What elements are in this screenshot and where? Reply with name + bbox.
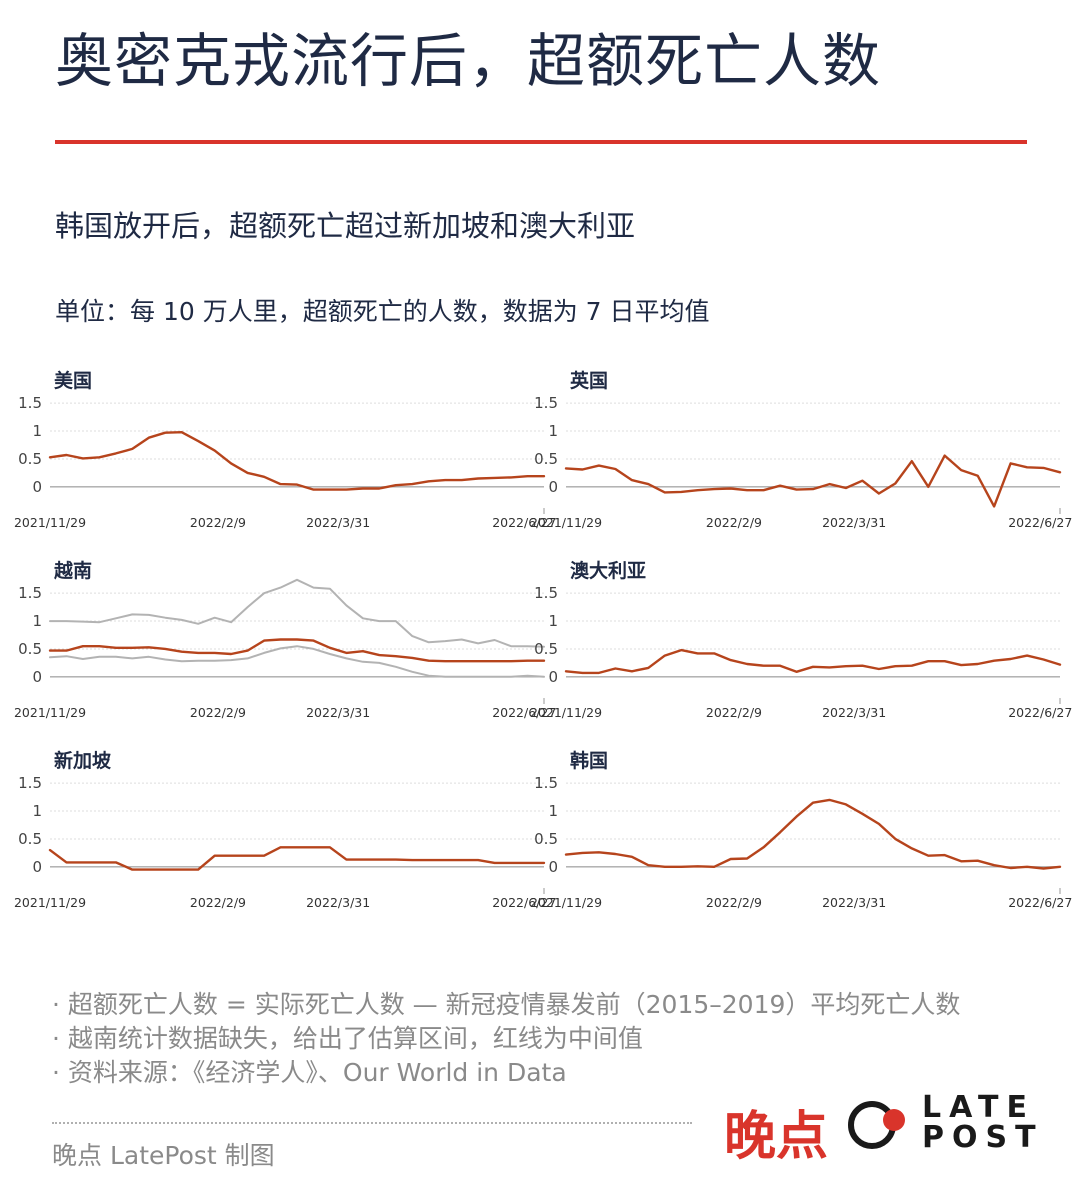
x-tick-label: 2021/11/29 (530, 895, 602, 910)
y-tick-label: 1.5 (18, 394, 42, 412)
latepost-logo-mark (848, 1101, 905, 1149)
x-tick-label: 2022/3/31 (822, 515, 886, 530)
chart-us: 1.5 1 0.5 0 2021/11/29 2022/2/9 2022/3/31 2022/… (14, 394, 556, 530)
y-tick-label: 1 (548, 422, 558, 440)
logo-line: LATE (922, 1090, 1035, 1125)
panel-title-singapore: 新加坡 (54, 750, 112, 772)
chart-vietnam: 1.5 1 0.5 0 2021/11/29 2022/2/9 2022/3/31 2022/… (14, 578, 556, 720)
y-tick-label: 0 (548, 668, 558, 686)
y-tick-label: 1.5 (18, 584, 42, 602)
x-tick-label: 2022/2/9 (706, 705, 762, 720)
panel-title-korea: 韩国 (570, 750, 609, 772)
panel-title-australia: 澳大利亚 (570, 560, 647, 582)
unit-label: 单位：每 10 万人里，超额死亡的人数，数据为 7 日平均值 (55, 297, 710, 326)
y-tick-label: 0 (32, 668, 42, 686)
x-tick-label: 2022/3/31 (306, 515, 370, 530)
x-tick-label: 2022/2/9 (190, 705, 246, 720)
y-tick-label: 0.5 (18, 640, 42, 658)
series-line (48, 846, 546, 871)
x-tick-label: 2022/3/31 (306, 705, 370, 720)
x-tick-label: 2022/6/27 (1008, 515, 1072, 530)
y-tick-label: 0 (548, 858, 558, 876)
y-tick-label: 1 (32, 422, 42, 440)
x-tick-label: 2022/6/27 (492, 515, 556, 530)
latepost-logo-cn: 晚点 (724, 1107, 829, 1167)
x-tick-label: 2022/2/9 (190, 895, 246, 910)
series-line (48, 431, 546, 491)
logo-line: POST (922, 1120, 1044, 1155)
y-tick-label: 1 (32, 612, 42, 630)
footnote: · 超额死亡人数 = 实际死亡人数 — 新冠疫情暴发前（2015–2019）平均… (52, 990, 961, 1019)
y-tick-label: 1.5 (534, 584, 558, 602)
y-tick-label: 1.5 (534, 394, 558, 412)
estimate-range-line (49, 645, 545, 678)
y-tick-label: 0.5 (534, 830, 558, 848)
chart-korea: 1.5 1 0.5 0 2021/11/29 2022/2/9 2022/3/31 2022/… (530, 774, 1072, 910)
series-line (564, 454, 1062, 508)
x-tick-label: 2022/2/9 (190, 515, 246, 530)
x-tick-label: 2021/11/29 (14, 895, 86, 910)
chart-uk: 1.5 1 0.5 0 2021/11/29 2022/2/9 2022/3/31 2022/… (530, 394, 1072, 530)
panel-title-us: 美国 (54, 370, 93, 392)
latepost-logo-en: LATE POST (922, 1093, 1044, 1153)
x-tick-label: 2022/6/27 (492, 895, 556, 910)
x-tick-label: 2021/11/29 (530, 515, 602, 530)
y-tick-label: 0 (548, 478, 558, 496)
page-subtitle: 韩国放开后，超额死亡超过新加坡和澳大利亚 (55, 209, 636, 243)
series-line (48, 638, 546, 663)
y-tick-label: 0 (32, 858, 42, 876)
x-tick-label: 2022/3/31 (822, 895, 886, 910)
footer-divider (52, 1122, 692, 1124)
y-tick-label: 1 (548, 802, 558, 820)
y-tick-label: 0.5 (18, 830, 42, 848)
chart-australia: 1.5 1 0.5 0 2021/11/29 2022/2/9 2022/3/31 2022/… (530, 584, 1072, 720)
estimate-range-line (49, 578, 545, 648)
y-tick-label: 0 (32, 478, 42, 496)
y-tick-label: 1.5 (18, 774, 42, 792)
x-tick-label: 2022/2/9 (706, 515, 762, 530)
x-tick-label: 2022/3/31 (306, 895, 370, 910)
x-tick-label: 2022/3/31 (822, 705, 886, 720)
y-tick-label: 1 (548, 612, 558, 630)
panel-title-uk: 英国 (570, 370, 609, 392)
footnotes: · 超额死亡人数 = 实际死亡人数 — 新冠疫情暴发前（2015–2019）平均… (52, 988, 960, 1090)
footnote: · 越南统计数据缺失，给出了估算区间，红线为中间值 (52, 1024, 643, 1053)
credit-line: 晚点 LatePost 制图 (52, 1141, 275, 1170)
x-tick-label: 2022/6/27 (492, 705, 556, 720)
x-tick-label: 2021/11/29 (530, 705, 602, 720)
x-tick-label: 2022/6/27 (1008, 895, 1072, 910)
footnote: · 资料来源：《经济学人》、Our World in Data (52, 1058, 567, 1087)
page-title: 奥密克戎流行后，超额死亡人数 (55, 27, 882, 95)
panel-title-vietnam: 越南 (54, 560, 93, 582)
y-tick-label: 0.5 (534, 450, 558, 468)
chart-singapore: 1.5 1 0.5 0 2021/11/29 2022/2/9 2022/3/31 2022/… (14, 774, 556, 910)
x-tick-label: 2021/11/29 (14, 705, 86, 720)
y-tick-label: 0.5 (18, 450, 42, 468)
y-tick-label: 1.5 (534, 774, 558, 792)
y-tick-label: 0.5 (534, 640, 558, 658)
series-line (564, 798, 1062, 870)
x-tick-label: 2022/2/9 (706, 895, 762, 910)
y-tick-label: 1 (32, 802, 42, 820)
x-tick-label: 2021/11/29 (14, 515, 86, 530)
series-line (564, 648, 1062, 675)
x-tick-label: 2022/6/27 (1008, 705, 1072, 720)
title-divider (55, 140, 1027, 144)
